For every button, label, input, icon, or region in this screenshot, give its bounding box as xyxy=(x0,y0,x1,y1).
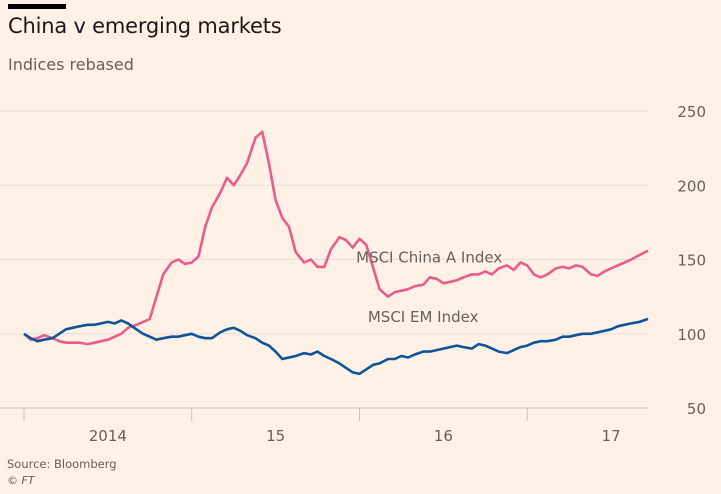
series-label: MSCI China A Index xyxy=(356,248,502,266)
chart-title: China v emerging markets xyxy=(8,14,282,38)
series-lines xyxy=(23,130,649,376)
x-axis: 2014 15 16 17 xyxy=(23,408,621,445)
gridlines xyxy=(0,110,648,409)
series-label: MSCI EM Index xyxy=(368,308,479,326)
x-tick-label: 2014 xyxy=(89,427,127,445)
copyright-note: © FT xyxy=(7,474,35,487)
series-line-msci-em xyxy=(23,317,649,376)
y-tick-label: 100 xyxy=(677,326,706,344)
title-accent-bar xyxy=(8,4,66,9)
y-tick-label: 250 xyxy=(677,103,706,121)
source-note: Source: Bloomberg xyxy=(7,457,117,471)
series-line-msci-china-a xyxy=(23,130,649,346)
x-tick-label: 15 xyxy=(266,427,285,445)
x-tick-label: 16 xyxy=(434,427,453,445)
y-tick-label: 50 xyxy=(687,400,706,418)
x-tick-label: 17 xyxy=(602,427,621,445)
chart-subtitle: Indices rebased xyxy=(8,55,134,74)
y-tick-label: 200 xyxy=(677,177,706,195)
y-tick-label: 150 xyxy=(677,252,706,270)
y-axis-labels: 50 100 150 200 250 xyxy=(677,103,706,418)
series-labels: MSCI China A Index MSCI EM Index xyxy=(356,248,502,325)
